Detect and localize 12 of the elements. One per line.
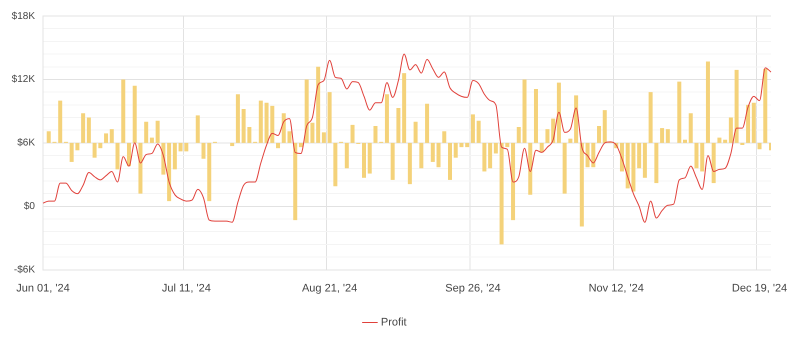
y-tick-label: $0	[24, 201, 36, 212]
x-tick-label: Sep 26, '24	[445, 282, 501, 294]
x-tick-label: Jul 11, '24	[162, 282, 211, 294]
x-tick-label: Jun 01, '24	[16, 282, 70, 294]
y-tick-label: $6K	[17, 138, 36, 149]
y-tick-label: -$6K	[14, 264, 36, 276]
y-tick-label: $18K	[12, 10, 36, 22]
x-tick-label: Nov 12, '24	[588, 282, 644, 294]
x-tick-label: Aug 21, '24	[302, 282, 358, 294]
legend-label: Profit	[380, 316, 407, 329]
x-tick-label: Dec 19, '24	[732, 282, 788, 294]
y-tick-label: $12K	[12, 74, 36, 86]
